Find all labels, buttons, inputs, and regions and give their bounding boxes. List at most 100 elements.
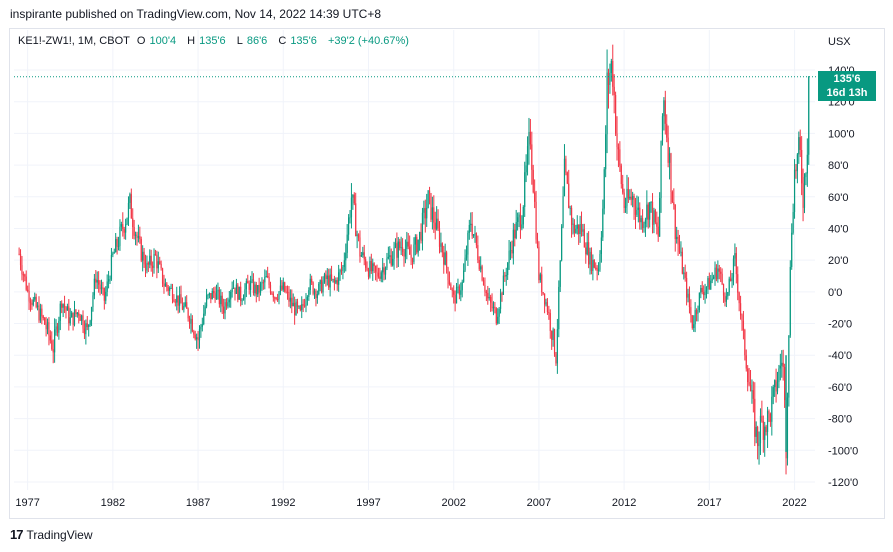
- candle-body: [59, 303, 61, 321]
- candle-body: [278, 291, 280, 300]
- x-tick-label: 1987: [186, 497, 210, 509]
- candle-body: [129, 194, 131, 203]
- candle-body: [352, 194, 354, 198]
- candle-body: [38, 305, 40, 321]
- candle-body: [730, 278, 732, 282]
- candle-body: [759, 415, 762, 444]
- candle-body: [762, 421, 764, 440]
- candle-body: [194, 334, 196, 340]
- candle-body: [154, 254, 157, 256]
- candle-body: [257, 285, 259, 295]
- tradingview-logo-icon: 17: [10, 527, 24, 542]
- candle-body: [321, 280, 323, 293]
- candle-body: [231, 288, 233, 292]
- candle-body: [122, 224, 124, 230]
- candle-body: [575, 228, 577, 233]
- candle-body: [132, 218, 134, 228]
- candle-body: [704, 290, 706, 296]
- candle-body: [668, 153, 671, 163]
- candle-body: [461, 281, 463, 291]
- candle-body: [673, 202, 675, 205]
- candle-body: [579, 224, 581, 235]
- candle-body: [204, 306, 206, 314]
- candle-body: [801, 149, 803, 184]
- candle-body: [552, 329, 554, 340]
- candle-body: [471, 223, 473, 236]
- candle-body: [125, 224, 127, 233]
- candle-body: [79, 315, 81, 321]
- candle-body: [62, 304, 64, 308]
- candle-body: [724, 295, 726, 302]
- y-tick-label: 80'0: [828, 160, 848, 172]
- candle-body: [534, 192, 536, 202]
- candle-body: [96, 279, 98, 283]
- candle-body: [576, 224, 578, 229]
- candle-body: [774, 380, 776, 388]
- bar-countdown: 16d 13h: [826, 87, 868, 99]
- candle-body: [403, 251, 405, 257]
- candle-body: [566, 172, 568, 184]
- candle-body: [744, 330, 746, 356]
- candle-body: [265, 276, 267, 278]
- candle-body: [181, 303, 184, 310]
- candle-body: [133, 227, 135, 236]
- candle-body: [605, 134, 607, 170]
- candle-body: [498, 308, 500, 317]
- candle-body: [582, 229, 584, 232]
- candle-body: [140, 238, 142, 261]
- candle-body: [684, 272, 686, 278]
- candle-body: [93, 278, 95, 296]
- candle-body: [772, 387, 774, 397]
- candle-body: [281, 285, 283, 290]
- candle-body: [504, 275, 506, 277]
- candle-body: [573, 223, 576, 233]
- candle-body: [525, 165, 527, 173]
- candle-body: [103, 288, 105, 301]
- candle-body: [343, 260, 345, 267]
- candle-body: [394, 243, 397, 248]
- candle-body: [42, 316, 44, 319]
- candle-body: [484, 285, 486, 292]
- candle-body: [637, 207, 639, 210]
- candle-body: [487, 292, 489, 299]
- candle-body: [538, 246, 540, 281]
- candle-body: [612, 60, 614, 87]
- candle-body: [705, 286, 708, 291]
- candle-body: [670, 153, 672, 192]
- candle-body: [316, 294, 318, 299]
- candle-body: [600, 237, 602, 254]
- candle-body: [374, 266, 377, 272]
- candle-body: [95, 278, 97, 283]
- candle-body: [725, 296, 727, 302]
- candle-body: [559, 260, 561, 287]
- chart-frame: [9, 28, 885, 519]
- candle-body: [329, 274, 331, 288]
- candle-body: [372, 263, 374, 272]
- candle-body: [806, 154, 808, 174]
- candle-body: [734, 253, 736, 259]
- y-tick-label: 60'0: [828, 192, 848, 204]
- candle-body: [223, 306, 225, 314]
- candle-body: [207, 294, 209, 296]
- candle-body: [472, 234, 475, 236]
- candle-body: [123, 229, 125, 233]
- candle-body: [89, 320, 91, 325]
- candle-body: [677, 236, 679, 245]
- candle-body: [36, 305, 39, 307]
- candle-body: [578, 224, 580, 235]
- candle-body: [292, 302, 294, 307]
- footer-brand[interactable]: 17 TradingView: [10, 527, 93, 542]
- candle-body: [264, 277, 266, 283]
- candle-body: [657, 226, 659, 237]
- candle-body: [211, 290, 213, 300]
- candle-body: [167, 287, 169, 291]
- candle-body: [660, 141, 662, 199]
- candle-body: [791, 232, 793, 267]
- candle-body: [367, 269, 370, 277]
- candle-body: [201, 324, 203, 327]
- candle-body: [69, 317, 71, 324]
- y-tick-label: 40'0: [828, 223, 848, 235]
- candle-body: [565, 158, 567, 173]
- candle-body: [299, 306, 301, 311]
